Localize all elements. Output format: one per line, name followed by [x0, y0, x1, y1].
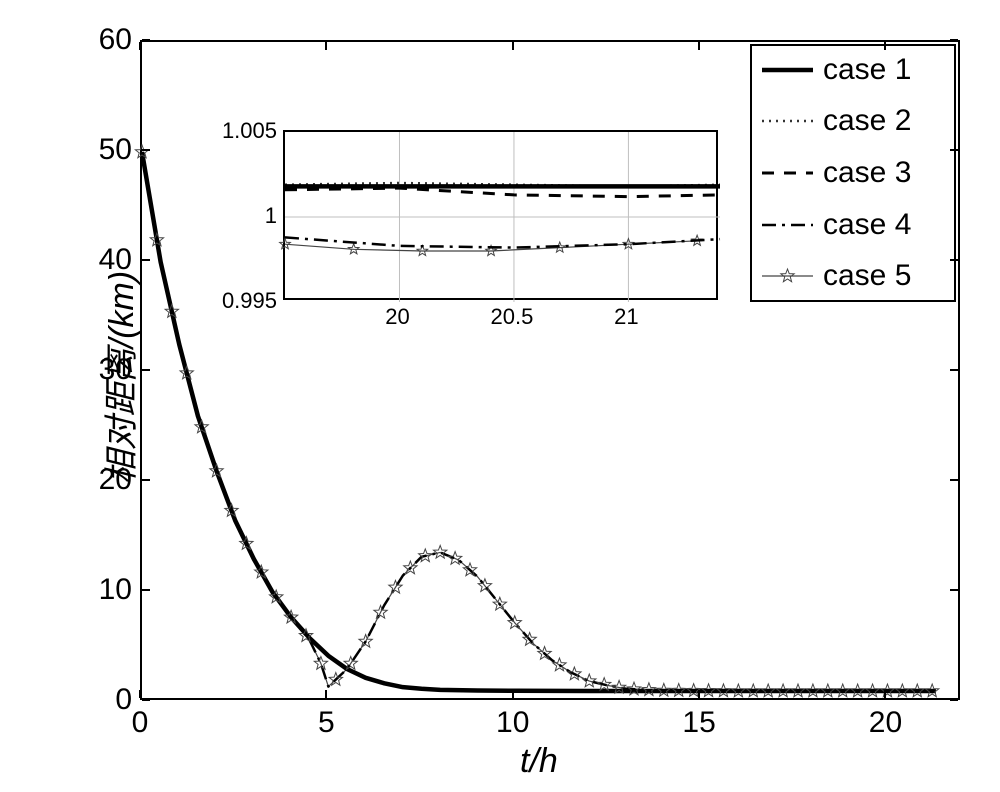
xtick-label: 20 [865, 706, 905, 740]
inset-chart-svg [285, 132, 720, 302]
xtick-mark [884, 42, 886, 50]
ytick-label: 10 [99, 573, 132, 607]
ytick-mark [950, 259, 958, 261]
inset-ytick-label: 1.005 [222, 118, 277, 144]
ytick-mark [142, 699, 150, 701]
legend-entry-case3: case 3 [760, 158, 911, 188]
xtick-label: 10 [493, 706, 533, 740]
xtick-mark [325, 42, 327, 50]
legend-label: case 3 [823, 156, 911, 190]
legend-label: case 4 [823, 208, 911, 242]
ytick-mark [142, 589, 150, 591]
xtick-mark [139, 42, 141, 50]
legend-swatch [760, 261, 815, 291]
xtick-mark [884, 690, 886, 698]
legend-entry-case1: case 1 [760, 55, 911, 85]
inset-xtick-label: 20 [372, 304, 422, 330]
legend-label: case 1 [823, 53, 911, 87]
inset-ytick-label: 0.995 [222, 288, 277, 314]
ytick-mark [142, 259, 150, 261]
inset-xtick-label: 20.5 [487, 304, 537, 330]
ytick-label: 20 [99, 463, 132, 497]
legend-swatch [760, 106, 815, 136]
xtick-label: 5 [306, 706, 346, 740]
legend-swatch [760, 55, 815, 85]
legend-swatch [760, 210, 815, 240]
ytick-mark [950, 369, 958, 371]
xtick-mark [512, 690, 514, 698]
inset-series-case3 [285, 188, 720, 197]
ytick-label: 40 [99, 243, 132, 277]
inset-ytick-label: 1 [265, 203, 277, 229]
legend-entry-case5: case 5 [760, 261, 911, 291]
legend-label: case 5 [823, 259, 911, 293]
marker-star [583, 674, 596, 687]
ytick-label: 60 [99, 23, 132, 57]
xtick-label: 15 [679, 706, 719, 740]
xtick-mark [139, 690, 141, 698]
ytick-mark [950, 479, 958, 481]
marker-star [434, 545, 447, 558]
ytick-label: 30 [99, 353, 132, 387]
legend-entry-case2: case 2 [760, 106, 911, 136]
ytick-label: 0 [115, 683, 132, 717]
ytick-mark [950, 699, 958, 701]
xtick-mark [698, 42, 700, 50]
inset-series-case4 [285, 237, 720, 247]
legend-label: case 2 [823, 104, 911, 138]
ytick-mark [142, 39, 150, 41]
legend: case 1 case 2 case 3 case 4 case 5 [750, 44, 956, 302]
figure-root: 相对距离/(km) t/h case 1case 2case 3case 4ca… [0, 0, 1000, 792]
inset-xtick-label: 21 [601, 304, 651, 330]
ytick-mark [950, 149, 958, 151]
ytick-mark [950, 589, 958, 591]
legend-swatch [760, 158, 815, 188]
ytick-mark [142, 479, 150, 481]
ytick-label: 50 [99, 133, 132, 167]
x-axis-label: t/h [520, 742, 558, 781]
inset-chart-area [283, 130, 718, 300]
xtick-mark [512, 42, 514, 50]
ytick-mark [142, 149, 150, 151]
xtick-mark [325, 690, 327, 698]
ytick-mark [950, 39, 958, 41]
xtick-mark [698, 690, 700, 698]
ytick-mark [142, 369, 150, 371]
legend-entry-case4: case 4 [760, 210, 911, 240]
